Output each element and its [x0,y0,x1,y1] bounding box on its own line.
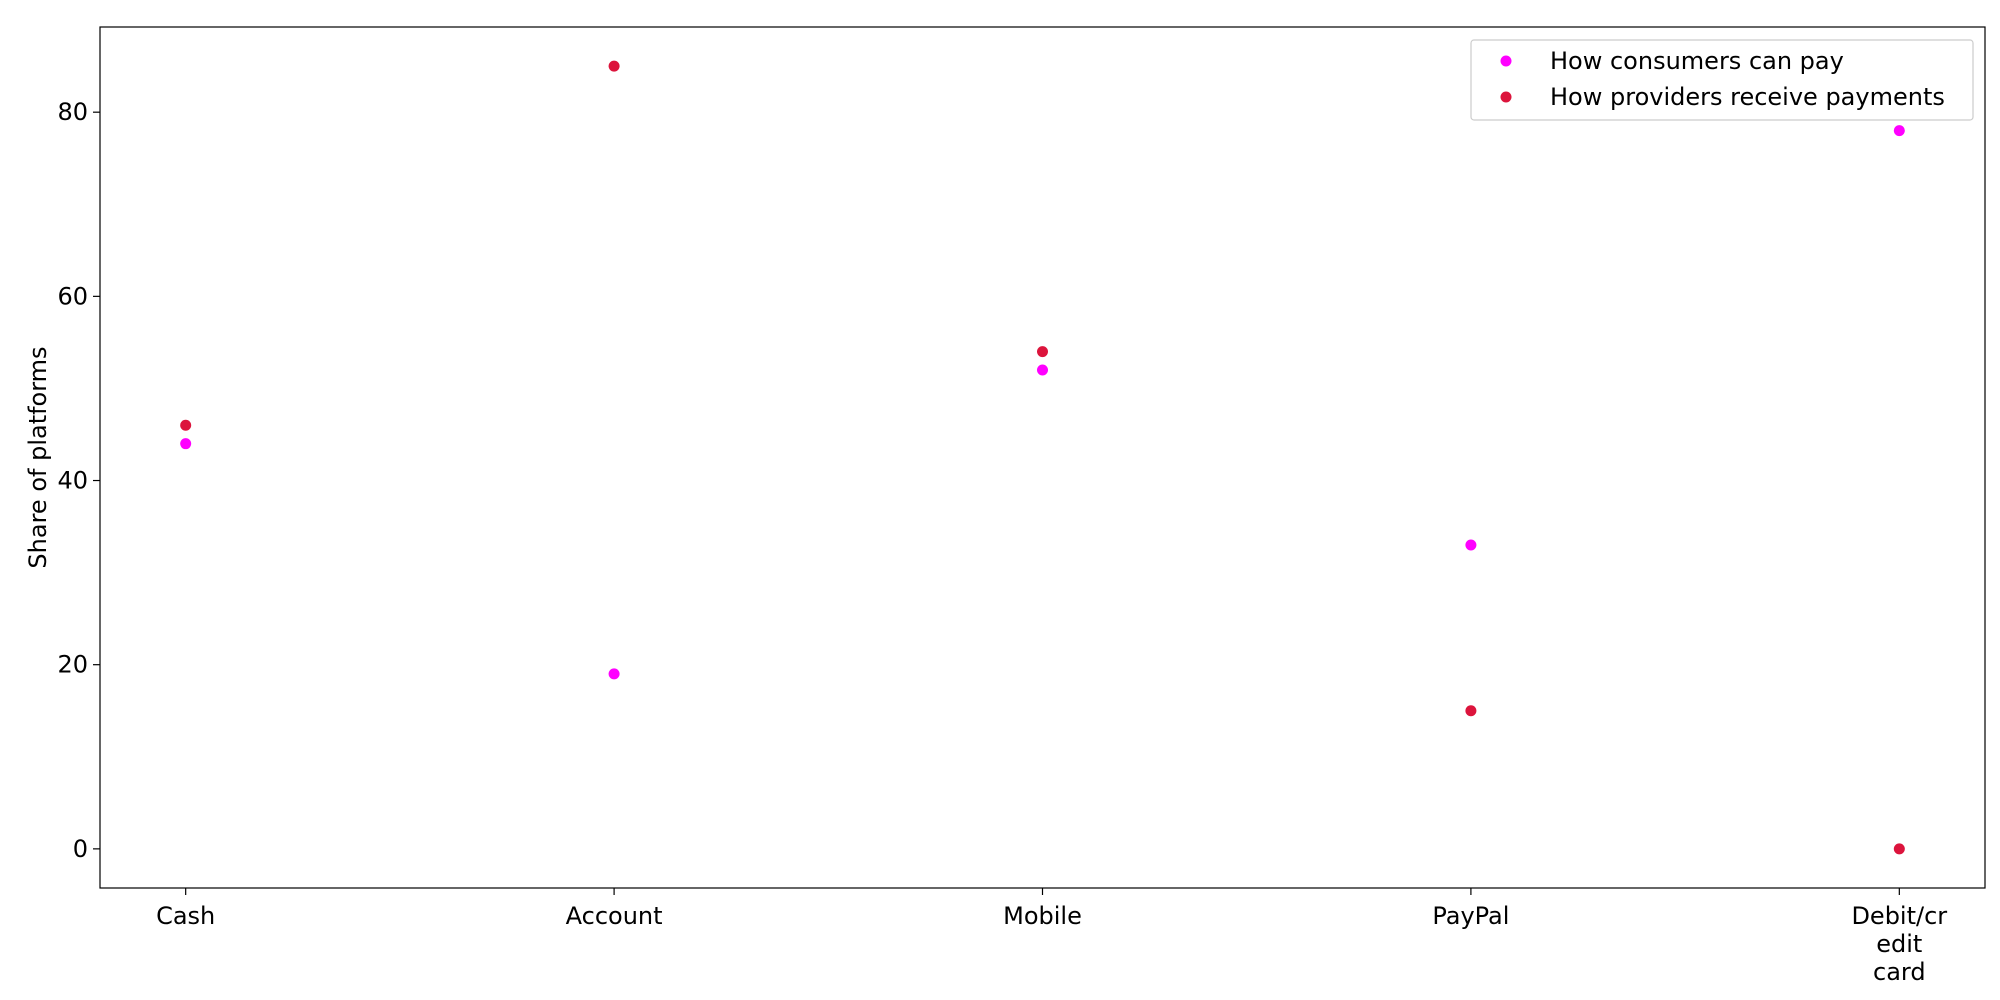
x-tick-label: PayPal [1432,902,1509,930]
x-tick-label: Mobile [1003,902,1082,930]
y-tick-label: 0 [73,835,88,863]
data-point [1893,843,1905,855]
legend-items: How consumers can pay How providers recei… [1500,47,1945,111]
x-tick-label: Debit/cr edit card [1851,902,1947,986]
data-points [180,60,1905,855]
x-tick-label-line: card [1873,958,1926,986]
data-point [608,668,620,680]
legend-label: How providers receive payments [1550,83,1945,111]
y-tick-label: 60 [57,282,88,310]
legend-box [1470,39,1974,121]
y-axis-label: Share of platforms [24,346,52,568]
y-tick-label: 80 [57,98,88,126]
y-tick-label: 20 [57,651,88,679]
data-point [1465,539,1477,551]
x-tick-label-line: Debit/cr [1851,902,1947,930]
data-point [1465,705,1477,717]
legend: How consumers can pay How providers recei… [1470,39,1974,121]
data-point [1037,346,1048,358]
legend-marker [1500,91,1512,103]
data-point [180,419,192,431]
x-tick-label: Cash [156,902,215,930]
legend-marker [1500,55,1512,67]
data-point [1893,125,1905,137]
x-tick-label-line: Mobile [1003,902,1082,930]
x-axis: Cash Account Mobile PayPal Debit/cr edit card [156,888,1947,986]
plot-frame [99,26,1986,889]
x-tick-label-line: Account [566,902,663,930]
data-point [608,60,620,72]
legend-label: How consumers can pay [1550,47,1844,75]
y-tick-label: 40 [57,467,88,495]
x-tick-label-line: PayPal [1432,902,1509,930]
y-axis: 0 20 40 60 80 [57,98,100,863]
data-point [1037,364,1048,376]
x-tick-label: Account [566,902,663,930]
x-tick-label-line: Cash [156,902,215,930]
x-tick-label-line: edit [1876,930,1922,958]
data-point [180,438,192,450]
